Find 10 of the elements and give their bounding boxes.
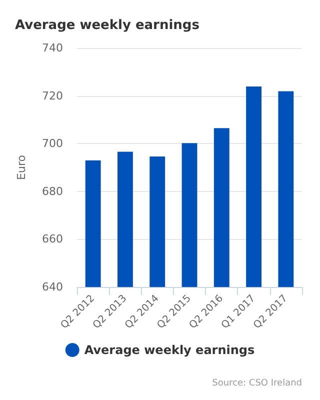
y-tick-label: 640 <box>42 280 63 294</box>
y-tick-label: 720 <box>42 89 63 102</box>
y-axis-title: Euro <box>15 154 28 180</box>
y-tick-label: 700 <box>42 137 63 150</box>
legend-label: Average weekly earnings <box>84 343 255 357</box>
y-tick-label: 680 <box>42 184 63 198</box>
source-note: Source: CSO Ireland <box>212 378 302 388</box>
y-tick-label: 660 <box>42 232 63 246</box>
y-tick-label: 740 <box>42 42 63 54</box>
chart-title: Average weekly earnings <box>15 18 200 33</box>
